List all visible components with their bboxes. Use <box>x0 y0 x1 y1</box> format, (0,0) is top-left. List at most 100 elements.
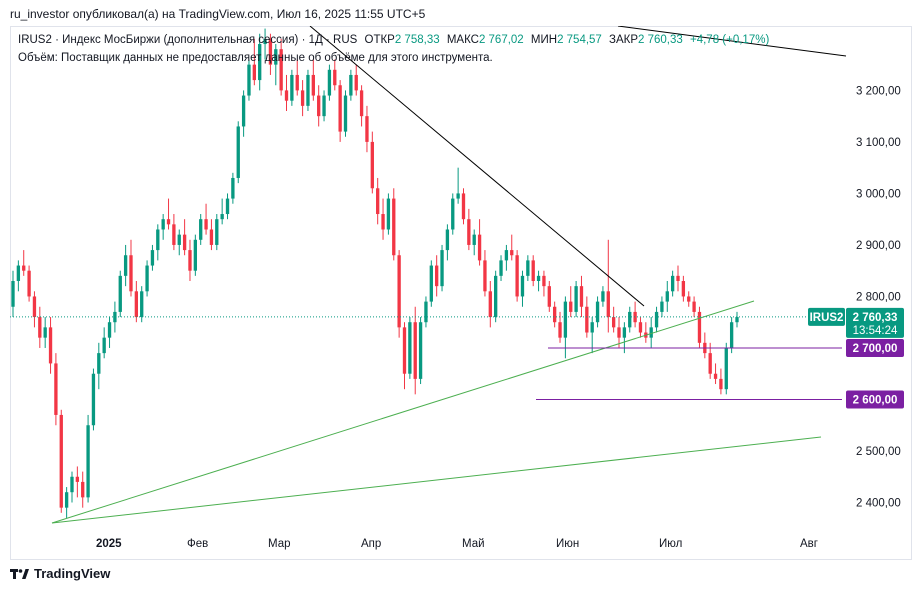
candle-body <box>193 239 198 271</box>
candle-body <box>306 74 310 106</box>
candle-body <box>622 327 627 338</box>
candle-body <box>735 317 739 323</box>
candle-body <box>166 219 171 225</box>
y-tick-label: 3 000,00 <box>856 188 901 200</box>
candle-body <box>263 38 267 45</box>
price-axis[interactable]: 2 400,00 2 500,00 2 600,00 2 700,00 2 800,00… <box>856 85 901 509</box>
trendline-green-lower <box>51 436 822 524</box>
candle-body <box>451 198 455 230</box>
candle-body <box>225 198 230 215</box>
candle-body <box>547 286 551 307</box>
candle-body <box>338 85 342 132</box>
candle-body <box>483 260 487 292</box>
candle-body <box>461 193 466 220</box>
candle-body <box>215 219 219 245</box>
candle-body <box>43 327 47 338</box>
candle-body <box>440 250 444 287</box>
candle-body <box>510 250 514 256</box>
candle-body <box>349 74 353 96</box>
candle-body <box>172 224 176 245</box>
candle-body <box>488 291 492 318</box>
candle-body <box>241 95 246 127</box>
candle-body <box>333 69 337 86</box>
candle-body <box>97 353 101 374</box>
trendline-black-down <box>309 26 645 307</box>
legend-high-value: 2 767,02 <box>478 34 524 46</box>
x-tick-label: Июн <box>556 538 579 550</box>
candle-body <box>48 327 53 364</box>
candle-body <box>376 188 380 215</box>
candle-body <box>569 301 573 312</box>
candle-body <box>70 476 74 493</box>
candle-body <box>563 301 568 338</box>
candle-body <box>204 219 208 230</box>
candle-body <box>182 234 187 251</box>
candle-body <box>654 311 659 328</box>
candle-body <box>91 373 96 426</box>
candle-body <box>536 275 541 281</box>
candle-body <box>129 255 133 292</box>
legend-close-value: 2 760,33 <box>638 34 683 46</box>
level-tag-label: 2 600,00 <box>853 394 898 406</box>
candle-body <box>526 260 530 276</box>
candle-body <box>284 90 289 101</box>
candle-body <box>359 90 364 117</box>
chart-frame <box>10 26 912 560</box>
candle-body <box>477 234 482 261</box>
candle-body <box>236 126 240 178</box>
candle-body <box>617 327 621 338</box>
candle-body <box>86 425 90 498</box>
candle-body <box>392 198 396 256</box>
candle-body <box>118 275 122 312</box>
candles <box>11 28 739 518</box>
price-chart[interactable]: 2 400,00 2 500,00 2 600,00 2 700,00 2 800,00… <box>10 26 912 560</box>
candle-body <box>633 311 637 323</box>
candle-body <box>343 95 348 132</box>
candle-body <box>199 219 203 240</box>
candle-body <box>719 378 723 390</box>
price-tag-bg <box>846 307 904 338</box>
candle-body <box>579 286 584 307</box>
candle-body <box>413 322 417 379</box>
legend-change: +4,78 (+0,17%) <box>690 34 770 46</box>
candle-body <box>402 327 407 374</box>
tradingview-logo[interactable]: TradingView <box>10 566 110 581</box>
tradingview-logo-icon <box>10 568 29 579</box>
candle-body <box>595 301 600 323</box>
candle-body <box>22 265 26 271</box>
candle-body <box>123 255 128 276</box>
candle-body <box>638 322 643 333</box>
candle-body <box>188 250 192 271</box>
candle-body <box>445 229 450 251</box>
candle-body <box>161 219 165 230</box>
candle-body <box>177 234 181 245</box>
candle-body <box>574 286 578 312</box>
candle-body <box>408 322 412 374</box>
x-tick-label: Апр <box>361 538 381 550</box>
candle-body <box>611 317 616 328</box>
symbol-tag-bg <box>808 307 845 326</box>
candle-body <box>687 296 691 302</box>
candle-body <box>472 234 476 245</box>
legend-low-value: 2 754,57 <box>557 34 602 46</box>
y-tick-label: 2 800,00 <box>856 291 901 303</box>
candle-body <box>515 255 519 297</box>
candle-body <box>64 492 69 508</box>
candle-body <box>258 44 262 81</box>
candle-body <box>729 322 734 348</box>
candle-body <box>381 214 385 230</box>
candle-body <box>209 229 214 245</box>
candle-body <box>499 260 503 276</box>
candle-body <box>397 255 401 328</box>
candle-body <box>327 69 332 96</box>
time-axis[interactable]: 2025 Фев Мар Апр Май Июн Июл Авг <box>96 538 818 550</box>
candle-body <box>300 90 305 106</box>
candle-body <box>134 291 139 318</box>
candle-body <box>601 291 605 302</box>
trendline-black-upper <box>617 26 847 57</box>
candle-body <box>708 353 712 374</box>
candle-body <box>692 301 696 312</box>
price-tag-countdown: 13:54:24 <box>853 325 898 337</box>
candle-body <box>150 250 155 266</box>
